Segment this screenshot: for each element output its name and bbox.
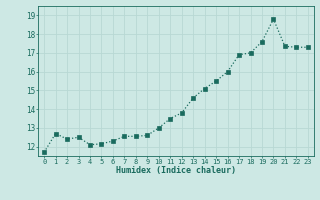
X-axis label: Humidex (Indice chaleur): Humidex (Indice chaleur) (116, 166, 236, 175)
